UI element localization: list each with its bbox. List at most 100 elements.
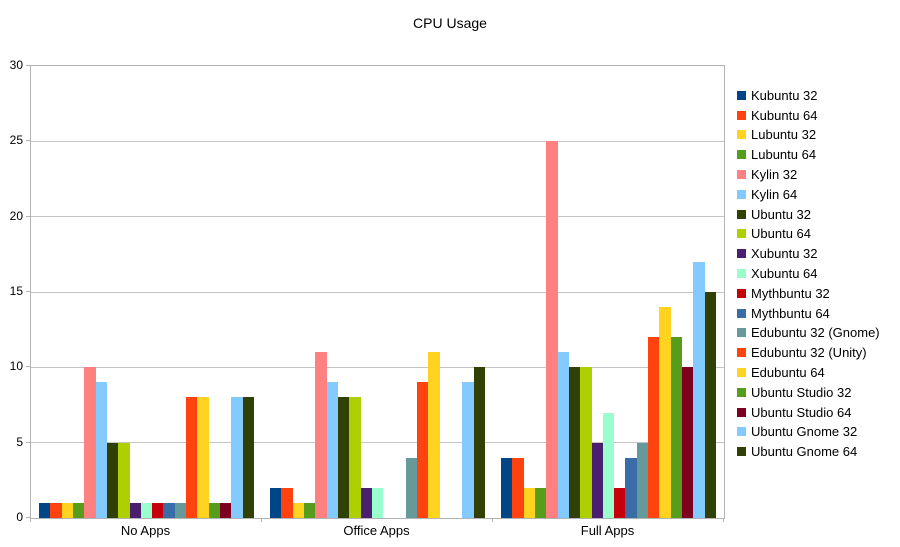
bar bbox=[174, 502, 187, 518]
legend-item: Xubuntu 32 bbox=[737, 244, 880, 264]
legend-label: Kylin 64 bbox=[751, 186, 798, 202]
y-axis-tick bbox=[26, 291, 30, 292]
legend-item: Xubuntu 64 bbox=[737, 264, 880, 284]
legend-swatch-icon bbox=[737, 150, 746, 160]
legend-label: Lubuntu 64 bbox=[751, 147, 817, 163]
legend-swatch-icon bbox=[737, 368, 746, 378]
bar bbox=[186, 397, 198, 518]
bar bbox=[523, 487, 536, 518]
legend-item: Ubuntu Studio 32 bbox=[737, 382, 880, 402]
y-axis-label: 10 bbox=[9, 359, 23, 374]
chart-title: CPU Usage bbox=[413, 15, 487, 31]
legend-swatch-icon bbox=[737, 407, 746, 417]
legend-swatch-icon bbox=[737, 90, 746, 100]
bar bbox=[371, 487, 384, 518]
bar bbox=[591, 442, 603, 518]
legend-swatch-icon bbox=[737, 328, 746, 338]
legend-label: Ubuntu 64 bbox=[751, 226, 811, 242]
legend-label: Kylin 32 bbox=[751, 167, 798, 183]
bar bbox=[580, 367, 592, 518]
legend-label: Ubuntu Studio 64 bbox=[751, 404, 852, 420]
legend-item: Edubuntu 64 bbox=[737, 363, 880, 383]
bar bbox=[50, 502, 62, 518]
legend-swatch-icon bbox=[737, 170, 746, 180]
legend-item: Edubuntu 32 (Gnome) bbox=[737, 323, 880, 343]
legend-item: Kylin 64 bbox=[737, 184, 880, 204]
legend-swatch-icon bbox=[737, 189, 746, 199]
legend-label: Kubuntu 32 bbox=[751, 87, 818, 103]
y-axis-label: 20 bbox=[9, 208, 23, 223]
bar bbox=[648, 337, 660, 518]
legend-label: Edubuntu 64 bbox=[751, 365, 825, 381]
y-axis-tick bbox=[26, 517, 30, 518]
y-axis-tick bbox=[26, 140, 30, 142]
gridline bbox=[31, 291, 724, 293]
legend-item: Kubuntu 64 bbox=[737, 105, 880, 125]
bar bbox=[304, 502, 316, 518]
bar bbox=[704, 292, 716, 518]
legend-item: Mythbuntu 64 bbox=[737, 303, 880, 323]
y-axis-tick bbox=[26, 366, 30, 368]
bar bbox=[501, 457, 513, 518]
legend-swatch-icon bbox=[737, 209, 746, 219]
bar bbox=[39, 502, 51, 518]
x-axis-label: No Apps bbox=[120, 523, 171, 538]
bar bbox=[614, 487, 626, 518]
x-axis-tick bbox=[261, 518, 262, 522]
legend-swatch-icon bbox=[737, 288, 746, 298]
bar bbox=[659, 307, 671, 518]
y-axis-label: 5 bbox=[16, 434, 23, 449]
bar bbox=[473, 367, 485, 518]
y-axis-tick bbox=[26, 65, 30, 66]
bar bbox=[106, 442, 119, 518]
bar bbox=[462, 382, 474, 518]
legend-label: Kubuntu 64 bbox=[751, 107, 818, 123]
legend-item: Lubuntu 64 bbox=[737, 145, 880, 165]
legend-label: Edubuntu 32 (Gnome) bbox=[751, 325, 880, 341]
bar bbox=[242, 397, 254, 518]
bar bbox=[546, 141, 558, 518]
bar bbox=[512, 457, 524, 518]
legend-item: Ubuntu Gnome 32 bbox=[737, 422, 880, 442]
legend-label: Ubuntu Studio 32 bbox=[751, 384, 852, 400]
x-axis-tick bbox=[492, 518, 493, 522]
bar bbox=[281, 487, 293, 518]
bar bbox=[557, 352, 569, 518]
x-axis-tick bbox=[723, 518, 724, 522]
y-axis-tick bbox=[26, 215, 30, 217]
legend-label: Ubuntu Gnome 32 bbox=[751, 424, 858, 440]
legend-label: Edubuntu 32 (Unity) bbox=[751, 345, 867, 361]
bar bbox=[349, 397, 361, 518]
bar bbox=[360, 487, 372, 518]
bar bbox=[405, 457, 418, 518]
legend-item: Ubuntu Gnome 64 bbox=[737, 442, 880, 462]
bar bbox=[140, 502, 153, 518]
legend-item: Lubuntu 32 bbox=[737, 125, 880, 145]
legend-item: Ubuntu Studio 64 bbox=[737, 402, 880, 422]
bar bbox=[315, 352, 327, 518]
bar bbox=[95, 382, 107, 518]
bar bbox=[337, 397, 350, 518]
legend-item: Ubuntu 32 bbox=[737, 204, 880, 224]
legend-item: Ubuntu 64 bbox=[737, 224, 880, 244]
bar bbox=[231, 397, 243, 518]
gridline bbox=[31, 366, 724, 368]
legend-label: Lubuntu 32 bbox=[751, 127, 817, 143]
legend-label: Mythbuntu 64 bbox=[751, 305, 830, 321]
gridline bbox=[31, 442, 724, 444]
x-axis-tick bbox=[30, 518, 31, 522]
gridline bbox=[31, 140, 724, 142]
legend-label: Ubuntu Gnome 64 bbox=[751, 444, 858, 460]
bar bbox=[61, 502, 74, 518]
bar bbox=[417, 382, 429, 518]
legend-swatch-icon bbox=[737, 269, 746, 279]
plot-area bbox=[30, 65, 725, 519]
y-axis-tick bbox=[26, 441, 30, 443]
bar bbox=[625, 457, 637, 518]
x-axis-label: Full Apps bbox=[580, 523, 635, 538]
bar bbox=[84, 367, 96, 518]
y-axis-label: 0 bbox=[16, 510, 23, 524]
legend-label: Ubuntu 32 bbox=[751, 206, 811, 222]
bar bbox=[219, 502, 232, 518]
